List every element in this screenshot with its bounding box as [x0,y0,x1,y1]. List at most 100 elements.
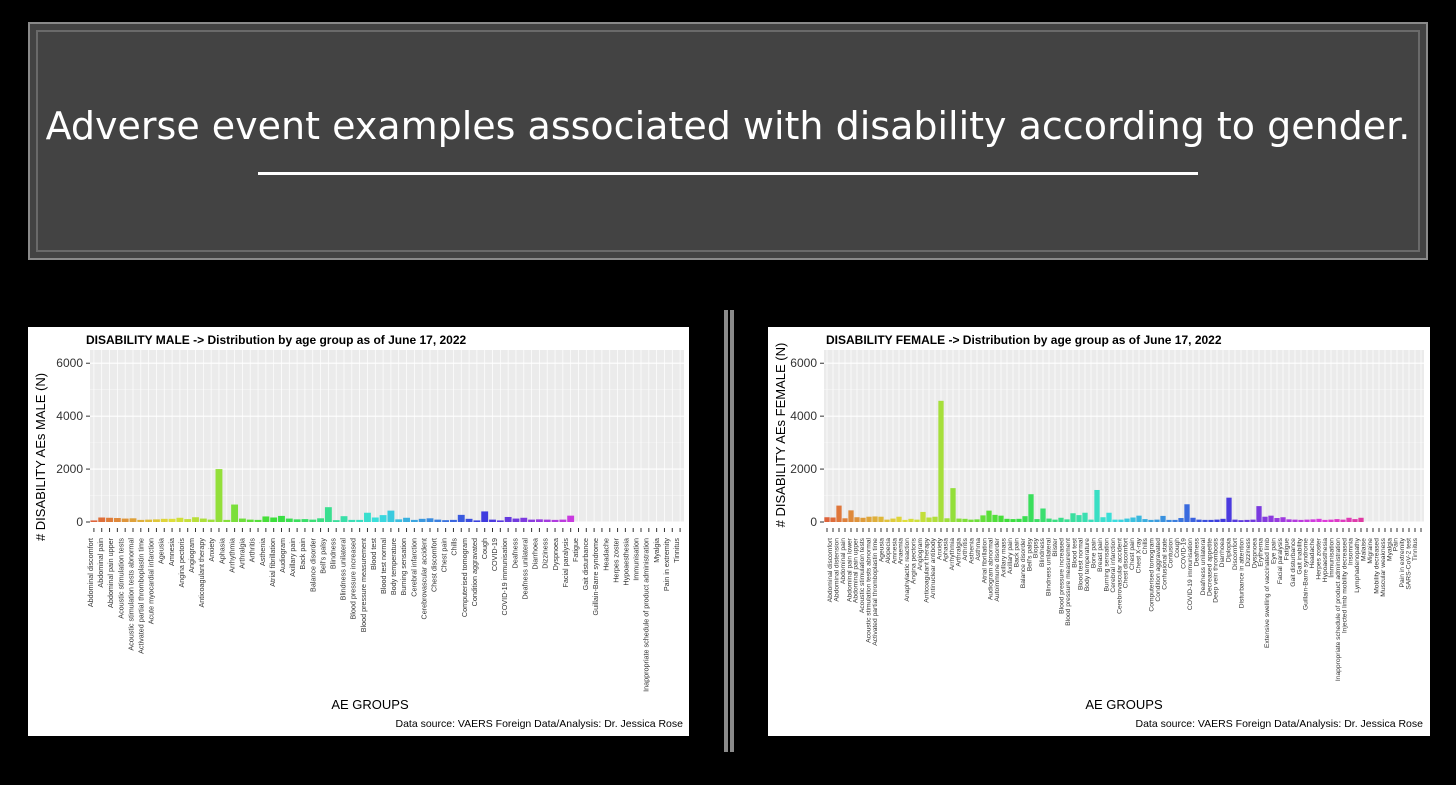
bar [301,519,309,522]
x-tick-label: Inappropriate schedule of product admini… [642,538,651,692]
bar [884,519,890,522]
bar [567,515,575,522]
bar [238,518,246,522]
bar [113,518,121,522]
x-tick-label: Atrial fibrillation [268,538,277,587]
x-tick-label: Chest discomfort [1123,538,1130,588]
x-tick-label: Blindness [1039,537,1046,567]
bar [848,510,854,522]
title-underline [258,172,1198,175]
bar [1022,516,1028,522]
x-tick-label: Anticoagulant therapy [923,537,930,602]
bar [1016,518,1022,522]
x-tick-label: Hypoaesthesia [622,538,631,586]
bar [348,519,356,522]
male-chart-panel: DISABILITY MALE -> Distribution by age g… [28,327,689,736]
bar [1034,519,1040,522]
bar [551,519,559,522]
x-tick-label: Chest discomfort [430,538,439,592]
bar [1142,519,1148,522]
bar [481,511,489,522]
x-tick-label: Deafness [510,538,519,569]
bar [956,518,962,522]
x-tick-label: Tinnitus [672,538,681,563]
x-tick-label: Back pain [298,538,307,570]
x-tick-label: Back pain [1013,538,1020,568]
bar [512,518,520,522]
bar [998,515,1004,522]
bar [1358,517,1364,522]
bar [192,517,199,522]
bar [520,517,528,522]
x-tick-label: Herpes zoster [1316,537,1323,579]
bar [98,517,106,522]
bar [1004,518,1010,522]
bar [395,519,403,522]
bar [992,514,998,522]
bar [1256,506,1262,522]
x-tick-label: Balance disorder [1020,537,1027,588]
x-tick-label: Abdominal pain [96,538,105,588]
bar [974,519,980,522]
x-axis-label: AE GROUPS [1085,697,1163,712]
bar [262,516,270,522]
x-tick-label: Cerebral infarction [1110,538,1117,593]
x-tick-label: Bone pain [1091,538,1098,568]
x-tick-label: COVID-19 immunisation [500,538,509,616]
y-axis-label: # DISABILITY AEs FEMALE (N) [773,343,788,528]
bar [932,516,938,522]
bar [914,519,920,522]
bar [504,516,512,522]
bar [184,519,192,522]
x-tick-label: Arthritis [248,538,257,563]
x-tick-label: Tinnitus [1412,537,1419,561]
x-tick-label: Activated partial thromboplastin time [137,538,146,654]
x-tick-label: Computerised tomogram [460,538,469,617]
x-tick-label: Injected limb mobility decreased [1341,538,1348,633]
bar [340,516,348,522]
x-tick-label: Insomnia [1348,538,1355,565]
x-tick-label: Aphasia [217,538,226,564]
x-tick-label: COVID-19 [1181,538,1188,569]
y-tick-label: 4000 [790,409,817,423]
bar [1268,515,1274,522]
bar [938,400,944,522]
x-tick-label: Alopecia [885,538,892,564]
x-tick-label: Fatigue [571,538,580,562]
x-tick-label: Acoustic stimulation tests abnormal [866,537,873,642]
x-tick-label: Contusion [1168,538,1175,568]
x-tick-label: Dyspnoea [551,538,560,570]
bar [920,511,926,522]
bar [270,517,278,522]
x-tick-label: Eye pain [1271,538,1278,564]
x-tick-label: Blood pressure increased [1058,538,1065,614]
bar [1310,519,1316,522]
x-tick-label: Cough [1174,538,1181,558]
y-tick-label: 2000 [56,462,83,476]
bar [1220,518,1226,522]
chart-title: DISABILITY FEMALE -> Distribution by age… [826,333,1222,347]
x-tick-label: Acoustic stimulation tests abnormal [126,538,135,651]
x-tick-label: Axillary mass [1001,537,1008,577]
bar [403,517,410,522]
bar [986,510,992,522]
x-tick-label: Diarrhoea [1219,538,1226,568]
bar [1244,519,1250,522]
bar [1010,519,1016,522]
x-tick-label: Extensive swelling of vaccinated limb [1264,538,1271,648]
x-tick-label: Bell's palsy [318,538,327,574]
bar [207,519,215,522]
bar [860,517,866,522]
bar [1172,519,1178,522]
x-tick-label: Axillary pain [1007,538,1014,574]
x-tick-label: Deafness unilateral [520,538,529,600]
bar [168,518,176,522]
slide-title: Adverse event examples associated with d… [45,104,1411,148]
bar [176,517,184,522]
x-tick-label: Computerised tomogram [1148,538,1155,612]
x-tick-label: Disturbance in attention [1238,538,1245,609]
x-tick-label: Guillain-Barre syndrome [591,538,600,616]
x-tick-label: Abdominal distension [833,538,840,602]
bar [121,518,129,522]
bar [309,519,317,522]
